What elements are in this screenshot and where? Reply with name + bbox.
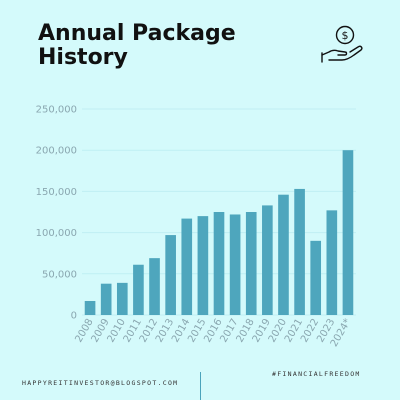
bar bbox=[116, 282, 128, 315]
bar bbox=[262, 205, 273, 315]
bar bbox=[181, 218, 193, 315]
x-tick-labels: 2008200920102011201220132014201520162017… bbox=[73, 317, 353, 349]
bar bbox=[326, 210, 338, 315]
y-tick-label: 150,000 bbox=[36, 187, 77, 198]
bar bbox=[133, 264, 144, 315]
bar bbox=[310, 240, 322, 315]
chart-title: Annual Package History bbox=[38, 21, 236, 70]
bar bbox=[278, 194, 289, 315]
y-tick-label: 50,000 bbox=[42, 269, 77, 280]
bar bbox=[229, 214, 241, 315]
hashtag: #FINANCIALFREEDOM bbox=[272, 370, 361, 378]
bar bbox=[245, 212, 257, 315]
bars bbox=[84, 150, 354, 315]
bar bbox=[165, 235, 176, 315]
y-tick-label: 100,000 bbox=[36, 228, 77, 239]
bar bbox=[342, 150, 354, 315]
y-tick-label: 200,000 bbox=[36, 146, 77, 157]
bar bbox=[213, 212, 225, 315]
hand-holding-money-icon: $ bbox=[321, 25, 363, 63]
y-tick-label: 0 bbox=[71, 311, 77, 322]
svg-text:$: $ bbox=[342, 29, 349, 42]
bar bbox=[149, 258, 160, 315]
bar bbox=[294, 188, 305, 315]
y-tick-label: 250,000 bbox=[36, 105, 77, 116]
y-tick-labels: 0 50,000 100,000 150,000 200,000 250,000 bbox=[36, 105, 77, 322]
bar bbox=[197, 216, 209, 315]
footer-divider bbox=[200, 372, 201, 400]
bar bbox=[84, 300, 96, 315]
blog-url: HAPPYREITINVESTOR@BLOGSPOT.COM bbox=[22, 379, 179, 387]
bar bbox=[100, 283, 112, 315]
